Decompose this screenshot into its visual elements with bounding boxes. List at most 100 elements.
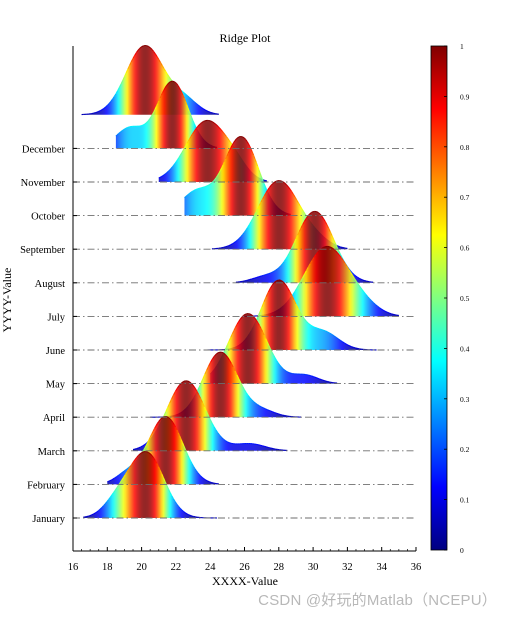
- ridge-outline-segment: [207, 111, 209, 112]
- ridge-outline-segment: [257, 277, 259, 278]
- y-axis-label: YYYY-Value: [0, 268, 14, 333]
- x-tick-label: 36: [411, 562, 422, 573]
- ridge-outline-segment: [122, 130, 123, 131]
- ridge-outline-segment: [359, 278, 361, 279]
- ridge-outline-segment: [190, 192, 191, 193]
- ridge-outline-segment: [271, 411, 273, 412]
- ridge-outline-segment: [265, 409, 267, 410]
- ridge-outline-segment: [208, 184, 209, 185]
- ridge-outline-segment: [218, 352, 220, 353]
- y-tick-label: February: [27, 480, 66, 491]
- ridge-outline-segment: [245, 314, 247, 315]
- y-tick-label: December: [22, 144, 66, 155]
- ridge-outline-segment: [113, 478, 114, 479]
- ridge-outline-segment: [387, 312, 389, 313]
- ridge-outline-segment: [269, 410, 271, 411]
- chart-title: Ridge Plot: [219, 31, 271, 45]
- x-tick-label: 16: [68, 562, 79, 573]
- y-tick-label: June: [46, 346, 66, 357]
- ridge-outline-segment: [319, 329, 321, 330]
- ridge-outline-segment: [321, 330, 323, 331]
- y-tick-label: November: [21, 178, 66, 189]
- y-tick-label: July: [47, 312, 65, 323]
- ridge-outline-segment: [324, 247, 326, 248]
- colorbar-tick-label: 0.9: [460, 92, 470, 101]
- ridge-outline-segment: [225, 246, 227, 247]
- ridge-outline-segment: [209, 482, 210, 483]
- ridge-outline-segment: [238, 137, 239, 138]
- ridges-layer: [82, 46, 399, 519]
- ridge-outline-segment: [273, 412, 275, 413]
- ridge-outline-segment: [161, 176, 162, 177]
- ridge-outline-segment: [317, 328, 319, 329]
- ridge-outline-segment: [255, 278, 257, 279]
- ridge-outline-segment: [121, 131, 122, 132]
- ridge-outline-segment: [144, 124, 145, 125]
- ridge-outline-segment: [210, 112, 212, 113]
- ridge-outline-segment: [92, 514, 94, 515]
- colorbar-tick-label: 0.4: [460, 344, 470, 353]
- ridge-top: [82, 46, 219, 115]
- ridge-outline-segment: [99, 111, 101, 112]
- ridge-outline-segment: [278, 414, 280, 415]
- ridge-outline-segment: [195, 189, 196, 190]
- ridge-outline-segment: [97, 111, 99, 112]
- ridge-outline-segment: [275, 413, 277, 414]
- ridge-outline-segment: [351, 347, 353, 348]
- ridge-outline-segment: [228, 442, 230, 443]
- ridge-outline-segment: [269, 273, 271, 274]
- ridge-outline-segment: [211, 121, 212, 122]
- ridge-outline-segment: [318, 378, 320, 379]
- colorbar-tick-label: 0.1: [460, 496, 470, 505]
- colorbar-tick-label: 0.7: [460, 193, 470, 202]
- ridge-outline-segment: [391, 314, 393, 315]
- ridge-outline-segment: [123, 129, 124, 130]
- ridge-outline-segment: [206, 186, 207, 187]
- ridge-outline-segment: [267, 274, 269, 275]
- colorbar-tick-label: 0.2: [460, 445, 470, 454]
- ridge-outline-segment: [137, 448, 139, 449]
- ridge-outline-segment: [389, 313, 391, 314]
- ridge-outline-segment: [264, 446, 266, 447]
- colorbar-tick-label: 0.3: [460, 395, 470, 404]
- x-axis-label: XXXX-Value: [212, 574, 278, 588]
- y-tick-label: March: [38, 447, 66, 458]
- x-tick-label: 24: [205, 562, 216, 573]
- ridge-outline-segment: [125, 128, 126, 129]
- y-tick-label: October: [31, 212, 65, 223]
- ridge-outline-segment: [196, 189, 197, 190]
- colorbar: 00.10.20.30.40.50.60.70.80.91: [431, 42, 470, 555]
- ridge-outline-segment: [210, 121, 211, 122]
- ridge-outline-segment: [208, 112, 210, 113]
- ridge-outline-segment: [90, 515, 92, 516]
- ridge-outline-segment: [229, 443, 231, 444]
- ridge-outline-segment: [205, 479, 206, 480]
- ridge-outline-segment: [339, 246, 341, 247]
- ridge-outline-segment: [277, 280, 279, 281]
- ridge-outline-segment: [320, 379, 322, 380]
- ridge-outline-segment: [192, 191, 193, 192]
- ridge-outline-segment: [353, 347, 355, 348]
- ridge-outline-segment: [313, 377, 315, 378]
- ridge-outline-segment: [280, 414, 282, 415]
- watermark-text: CSDN @好玩的Matlab（NCEPU）: [258, 589, 497, 610]
- ridge-outline-segment: [110, 480, 111, 481]
- ridge-outline-segment: [88, 516, 90, 517]
- ridge-outline-segment: [160, 177, 161, 178]
- ridge-outline-segment: [311, 212, 313, 213]
- colorbar-tick-label: 0.8: [460, 143, 470, 152]
- ridge-outline-segment: [251, 279, 253, 280]
- ridge-outline-segment: [316, 378, 318, 379]
- ridge-outline-segment: [262, 275, 264, 276]
- y-tick-label: May: [46, 380, 66, 391]
- ridge-outline-segment: [170, 81, 171, 82]
- ridge-outline-segment: [286, 371, 288, 372]
- x-tick-label: 22: [171, 562, 182, 573]
- ridge-outline-segment: [169, 82, 170, 83]
- ridge-outline-segment: [355, 348, 357, 349]
- ridge-outline-segment: [107, 481, 108, 482]
- ridge-outline-segment: [206, 480, 207, 481]
- ridge-outline-segment: [114, 477, 115, 478]
- ridge-outline-segment: [213, 122, 214, 123]
- ridge-outline-segment: [159, 177, 160, 178]
